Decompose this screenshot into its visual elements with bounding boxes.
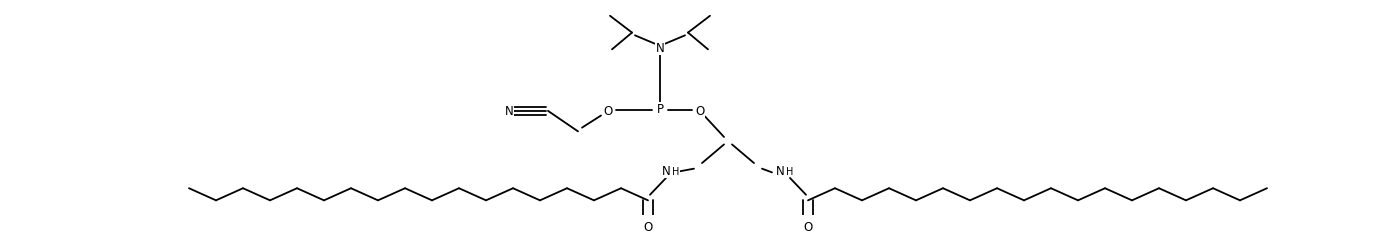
Text: O: O — [643, 220, 653, 231]
Text: H: H — [786, 166, 793, 176]
Text: O: O — [696, 105, 704, 118]
Text: N: N — [775, 164, 784, 177]
Text: N: N — [661, 164, 671, 177]
Text: N: N — [656, 42, 664, 55]
Text: P: P — [657, 103, 664, 116]
Text: O: O — [603, 105, 612, 118]
Text: N: N — [505, 105, 514, 118]
Text: O: O — [803, 220, 813, 231]
Text: H: H — [672, 166, 679, 176]
